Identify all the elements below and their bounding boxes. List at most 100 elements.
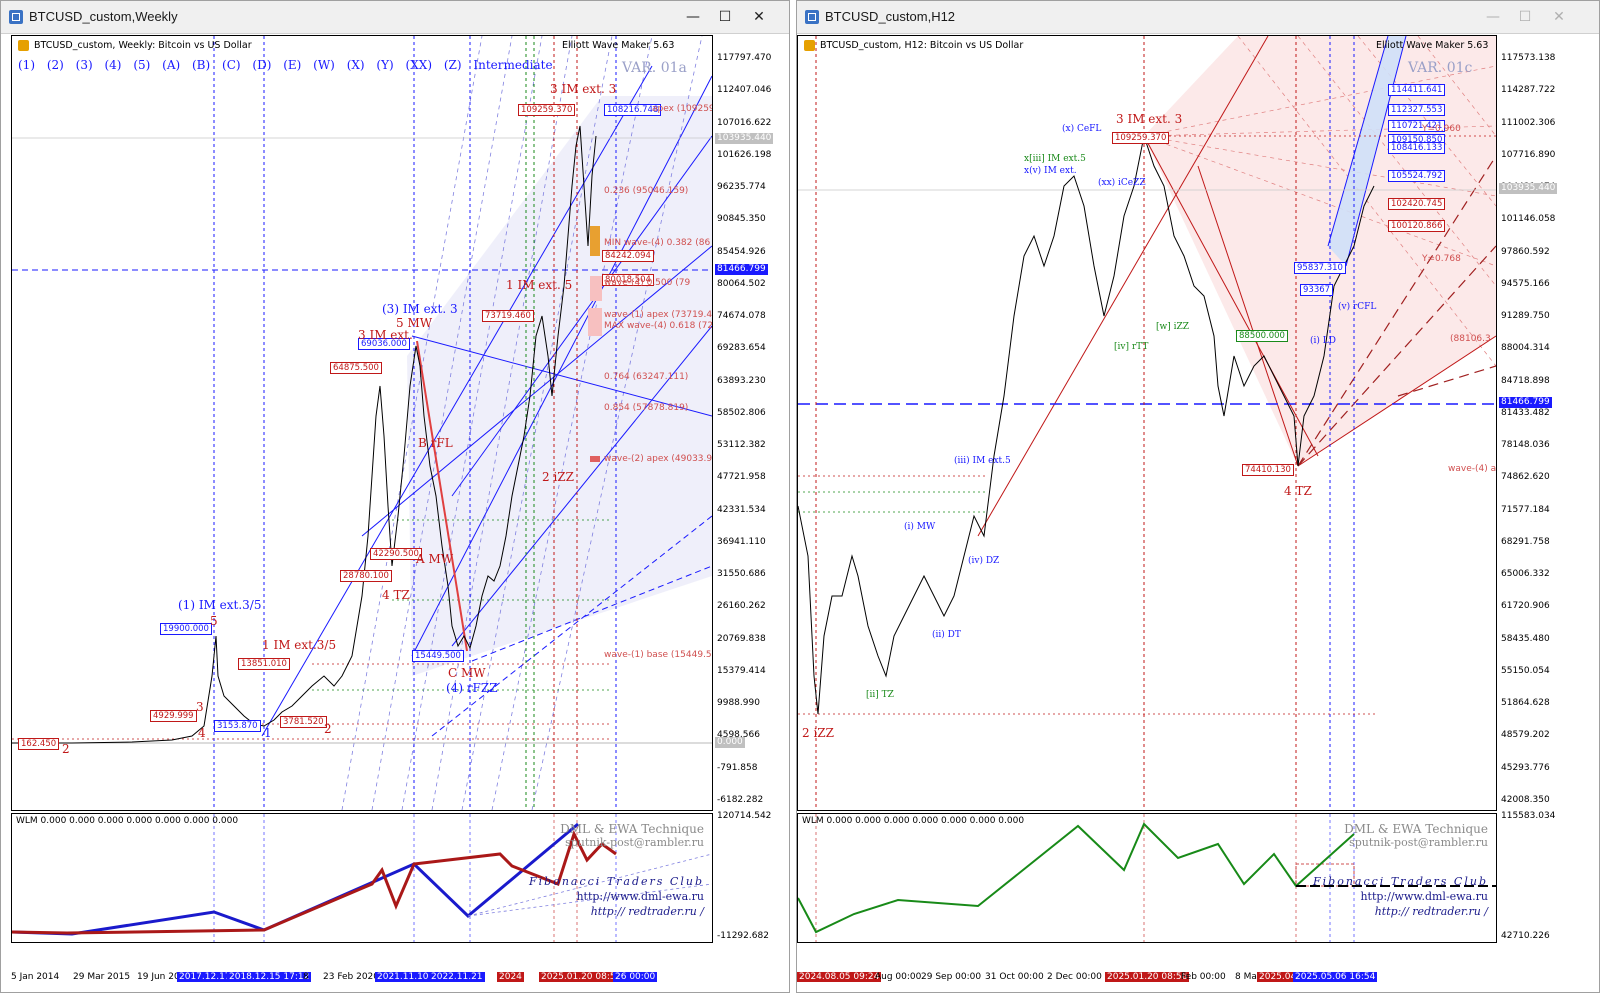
fib-level-label: MIN wave-(4) 0.382 (86 — [604, 238, 711, 248]
degree-button[interactable]: (3) — [75, 58, 93, 72]
time-axis[interactable]: 2024.08.05 09:24 Aug 00:00 29 Sep 00:00 … — [797, 972, 1495, 986]
wave-label: (ii) DT — [932, 630, 961, 640]
time-label: 29 Mar 2015 — [73, 972, 131, 982]
price-axis-label: 61720.906 — [1501, 601, 1550, 612]
price-axis-label: 20769.838 — [717, 633, 766, 644]
title-bar[interactable]: BTCUSD_custom,H12 — ☐ ✕ — [797, 1, 1599, 34]
price-axis[interactable]: 117797.470 112407.046 107016.622 101626.198… — [713, 35, 789, 809]
price-chart-svg — [12, 36, 712, 810]
degree-button[interactable]: (2) — [46, 58, 64, 72]
degree-button[interactable]: (W) — [313, 58, 335, 72]
credit-link[interactable]: http:// redtrader.ru / — [590, 905, 704, 918]
main-chart-area[interactable]: BTCUSD_custom, H12: Bitcoin vs US Dollar… — [797, 35, 1497, 811]
main-chart-area[interactable]: BTCUSD_custom, Weekly: Bitcoin vs US Dol… — [11, 35, 713, 811]
close-button[interactable]: ✕ — [1553, 9, 1565, 25]
credit-line: sputnik-post@rambler.ru — [1349, 836, 1488, 849]
degree-button[interactable]: (B) — [192, 58, 211, 72]
wave-label: 3 IM ext. — [358, 328, 413, 342]
fib-level-label: (88106.3 — [1450, 334, 1491, 344]
close-button[interactable]: ✕ — [753, 9, 765, 25]
wave-label: 3 IM ext. 3 — [550, 82, 617, 96]
price-box: 109259.370 — [518, 104, 576, 116]
fib-level-label: wave-(2) apex (49033.9 — [604, 454, 713, 464]
price-axis-label: 96235.774 — [717, 182, 766, 192]
degree-button[interactable]: (C) — [222, 58, 241, 72]
wave-label: x(v) IM ext. — [1024, 166, 1077, 176]
wave-label: 5 — [210, 614, 218, 628]
time-label-highlight: 2022.11.21 — [429, 972, 485, 982]
wave-label: 4 — [198, 726, 206, 740]
price-axis-label: 78148.036 — [1501, 440, 1550, 450]
time-label: 8 — [303, 972, 309, 982]
degree-button[interactable]: (X) — [346, 58, 365, 72]
degree-button[interactable]: (XX) — [405, 58, 432, 72]
title-bar[interactable]: BTCUSD_custom,Weekly — ☐ ✕ — [1, 1, 789, 34]
price-axis-label: 63893.230 — [717, 375, 766, 386]
time-label-highlight: 2024.08.05 09:24 — [797, 972, 882, 982]
price-box: 3153.870 — [214, 720, 261, 732]
time-label-highlight: 2025.04 — [1257, 972, 1299, 982]
subwindow-axis: 120714.542 -11292.682 — [713, 811, 789, 941]
wlm-indicator-header: WLM 0.000 0.000 0.000 0.000 0.000 0.000 … — [802, 816, 1025, 826]
degree-button[interactable]: (5) — [133, 58, 151, 72]
price-box: 4929.999 — [150, 710, 197, 722]
maximize-button[interactable]: ☐ — [718, 9, 732, 25]
degree-button[interactable]: (Z) — [443, 58, 462, 72]
minimize-button[interactable]: — — [1486, 9, 1500, 25]
price-box: 110721.421 — [1388, 120, 1446, 132]
time-label: 23 Feb 2020 — [323, 972, 380, 982]
time-label: 8 Ma — [1235, 972, 1257, 982]
price-axis-label: 65006.332 — [1501, 569, 1550, 579]
chart-window-h12[interactable]: BTCUSD_custom,H12 — ☐ ✕ — [796, 0, 1600, 993]
credit-link[interactable]: http:// redtrader.ru / — [1374, 905, 1488, 918]
price-axis-label: 111002.306 — [1501, 117, 1556, 128]
time-label-highlight: 2024 — [497, 972, 524, 982]
degree-button[interactable]: (Y) — [376, 58, 394, 72]
price-box: 15449.500 — [412, 650, 464, 662]
wave-label: x[iii] IM ext.5 — [1024, 154, 1086, 164]
indicator-name: Elliott Wave Maker 5.63 — [1376, 40, 1489, 51]
wave-degree-selector[interactable]: (1) (2) (3) (4) (5) (A) (B) (C) (D) (E) … — [18, 58, 561, 72]
window-title: BTCUSD_custom,H12 — [825, 9, 956, 24]
price-box: 28780.100 — [340, 570, 392, 582]
price-box: 69036.000 — [358, 338, 410, 350]
time-label-highlight: 2017.12.17 — [177, 972, 233, 982]
indicator-icon — [18, 40, 29, 51]
price-axis-label: 47721.958 — [717, 472, 766, 483]
price-box: 162.450 — [18, 738, 60, 750]
degree-button[interactable]: (E) — [283, 58, 302, 72]
time-axis[interactable]: 5 Jan 2014 29 Mar 2015 19 Jun 20 2017.12… — [11, 972, 711, 986]
fib-level-label: wave-(4) a — [1448, 464, 1497, 474]
degree-button[interactable]: (4) — [104, 58, 122, 72]
price-axis-label: 94575.166 — [1501, 278, 1550, 289]
wlm-indicator-subwindow[interactable]: WLM 0.000 0.000 0.000 0.000 0.000 0.000 … — [797, 813, 1497, 943]
minimize-button[interactable]: — — [686, 9, 700, 25]
time-label: 2 Dec 00:00 — [1047, 972, 1102, 982]
degree-button[interactable]: (D) — [252, 58, 272, 72]
axis-label: 115583.034 — [1501, 811, 1556, 821]
wlm-indicator-subwindow[interactable]: WLM 0.000 0.000 0.000 0.000 0.000 0.000 … — [11, 813, 713, 943]
price-box: 84242.094 — [602, 250, 654, 262]
chart-window-weekly[interactable]: BTCUSD_custom,Weekly — ☐ ✕ — [0, 0, 790, 993]
maximize-button[interactable]: ☐ — [1518, 9, 1532, 25]
credit-link[interactable]: http://www.dml-ewa.ru — [1360, 890, 1488, 903]
price-axis[interactable]: 117573.138 114287.722 111002.306 107716.890… — [1497, 35, 1597, 809]
degree-button[interactable]: (1) — [18, 58, 35, 72]
degree-name[interactable]: Intermediate — [473, 58, 553, 72]
price-box: 3781.520 — [280, 716, 327, 728]
price-box: 108216.748 — [604, 104, 662, 116]
price-axis-label: 48579.202 — [1501, 730, 1550, 741]
price-axis-label: 112407.046 — [717, 85, 772, 96]
price-axis-label: 42008.350 — [1501, 794, 1550, 805]
price-box: 109259.370 — [1112, 132, 1170, 144]
time-label: 31 Oct 00:00 — [985, 972, 1044, 982]
price-box: 64875.500 — [330, 362, 382, 374]
credit-link[interactable]: http://www.dml-ewa.ru — [576, 890, 704, 903]
degree-button[interactable]: (A) — [162, 58, 181, 72]
time-label-highlight: 2025.05.06 16:54 — [1293, 972, 1378, 982]
price-box: 114411.641 — [1388, 84, 1446, 96]
fib-level-label: 0.764 (63247.111) — [604, 372, 689, 382]
window-title: BTCUSD_custom,Weekly — [29, 9, 178, 24]
price-axis-label: 4598.566 — [717, 730, 760, 741]
time-label: 19 Jun 20 — [137, 972, 180, 982]
